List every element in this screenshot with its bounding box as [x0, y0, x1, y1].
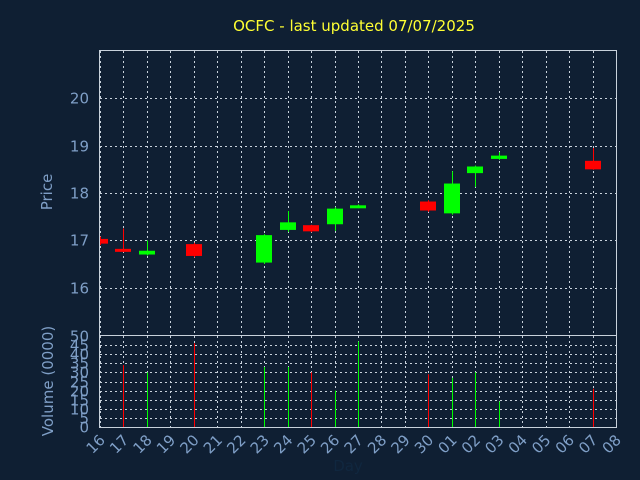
- candle-body: [139, 250, 155, 255]
- volume-plot-frame: [99, 335, 617, 428]
- chart-title: OCFC - last updated 07/07/2025: [233, 17, 475, 35]
- candle-body: [186, 244, 202, 256]
- candle: [420, 200, 436, 212]
- price-grid: [100, 51, 617, 335]
- x-tick-label: 23: [247, 431, 273, 457]
- x-tick-label: 25: [294, 431, 320, 457]
- volume-y-tick-label: 10: [70, 401, 89, 419]
- candle: [327, 207, 343, 231]
- candle-body: [585, 160, 601, 170]
- candle: [444, 171, 460, 215]
- x-tick-label: 20: [176, 431, 202, 457]
- x-tick-label: 17: [106, 431, 132, 457]
- x-tick-label: 07: [575, 431, 601, 457]
- candle: [467, 165, 483, 187]
- candle-body: [444, 183, 460, 214]
- x-tick-label: 29: [388, 431, 414, 457]
- candle-body: [327, 208, 343, 225]
- candle: [100, 236, 108, 246]
- x-tick-label: 19: [153, 431, 179, 457]
- x-tick-label: 30: [411, 431, 437, 457]
- price-y-tick-label: 16: [70, 280, 89, 298]
- candle: [491, 152, 507, 160]
- price-y-tick-label: 17: [70, 232, 89, 250]
- candle-body: [280, 222, 296, 230]
- volume-y-axis-label: Volume (0000): [39, 326, 57, 436]
- candle-body: [303, 225, 319, 232]
- price-y-tick-label: 20: [70, 90, 89, 108]
- x-tick-label: 21: [200, 431, 226, 457]
- candle-body: [256, 235, 272, 263]
- volume-y-tick-label: 35: [70, 355, 89, 373]
- candle: [139, 240, 155, 256]
- x-tick-label: 27: [341, 431, 367, 457]
- candle-body: [100, 238, 108, 244]
- candle-body: [420, 201, 436, 211]
- candle-body: [491, 155, 507, 159]
- x-tick-label: 02: [458, 431, 484, 457]
- x-tick-label: 01: [434, 431, 460, 457]
- x-tick-label: 26: [317, 431, 343, 457]
- volume-y-tick-label: 25: [70, 374, 89, 392]
- x-tick-label: 24: [270, 431, 296, 457]
- volume-y-tick-label: 15: [70, 392, 89, 410]
- x-tick-label: 06: [552, 431, 578, 457]
- x-tick-label: 05: [528, 431, 554, 457]
- candle-body: [115, 248, 131, 252]
- candle: [186, 242, 202, 258]
- volume-y-tick-label: 50: [70, 328, 89, 346]
- price-y-tick-label: 19: [70, 138, 89, 156]
- price-y-axis-ticks: 16 17 18 19 20: [70, 90, 89, 298]
- candle: [280, 210, 296, 232]
- x-tick-label: 03: [481, 431, 507, 457]
- price-y-axis-label: Price: [38, 174, 56, 211]
- candle: [256, 234, 272, 264]
- x-axis-ticks: 1617181920212223242526272829300102030405…: [83, 431, 625, 457]
- x-tick-label: 28: [364, 431, 390, 457]
- candle-body: [467, 166, 483, 174]
- candle-body: [350, 205, 366, 209]
- candle: [350, 204, 366, 209]
- candles: [100, 148, 601, 264]
- candle: [303, 224, 319, 233]
- volume-y-tick-label: 20: [70, 383, 89, 401]
- x-axis-label: Day: [333, 457, 363, 475]
- candle: [115, 228, 131, 253]
- x-tick-label: 04: [505, 431, 531, 457]
- volume-y-tick-label: 5: [79, 410, 89, 428]
- volume-y-tick-label: 40: [70, 346, 89, 364]
- volume-y-tick-label: 0: [79, 419, 89, 437]
- volume-y-tick-label: 45: [70, 337, 89, 355]
- x-tick-label: 18: [130, 431, 156, 457]
- price-y-tick-label: 18: [70, 185, 89, 203]
- volume-y-tick-label: 30: [70, 364, 89, 382]
- candle: [585, 148, 601, 170]
- x-tick-label: 22: [223, 431, 249, 457]
- volume-bars: [123, 341, 594, 427]
- x-tick-label: 08: [599, 431, 625, 457]
